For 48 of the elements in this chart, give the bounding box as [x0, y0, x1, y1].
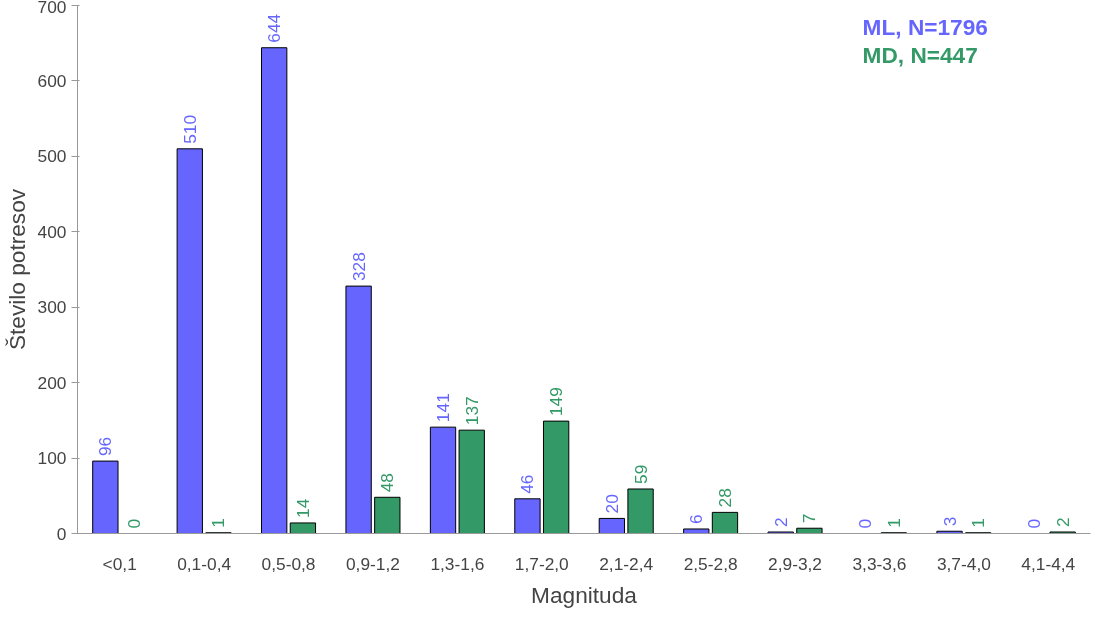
data-label: 0: [855, 518, 876, 529]
data-label: 0: [124, 518, 145, 529]
y-tick-label: 500: [37, 146, 67, 167]
x-tick-label: <0,1: [102, 553, 137, 574]
x-tick-label: 3,3-3,6: [852, 553, 907, 574]
x-tick-label: 1,3-1,6: [430, 553, 485, 574]
data-label: 328: [348, 252, 369, 282]
data-label: 2: [770, 517, 791, 527]
data-label: 6: [686, 514, 707, 524]
y-tick-label: 300: [37, 297, 67, 318]
data-label: 137: [461, 396, 482, 426]
x-tick-label: 2,5-2,8: [683, 553, 738, 574]
y-tick-label: 700: [37, 0, 67, 17]
text: MD, N=447: [862, 41, 978, 68]
x-axis-title: Magnituda: [531, 581, 638, 608]
data-label: 0: [1023, 518, 1044, 529]
x-tick-label: 0,5-0,8: [261, 553, 316, 574]
y-axis-title: Število potresov: [3, 188, 30, 351]
y-tick-label: 400: [37, 221, 67, 242]
data-label: 2: [1052, 517, 1073, 527]
data-label: 149: [546, 387, 567, 417]
data-label: 96: [95, 436, 116, 457]
data-label: 1: [968, 518, 989, 528]
x-tick-label: 1,7-2,0: [514, 553, 569, 574]
y-tick-label: 600: [37, 70, 67, 91]
data-label: 14: [292, 498, 313, 518]
y-tick-label: 200: [37, 372, 67, 393]
data-label: 48: [377, 473, 398, 493]
x-tick-label: 2,9-3,2: [768, 553, 823, 574]
y-tick-label: 100: [37, 448, 67, 469]
x-tick-label: 0,1-0,4: [177, 553, 232, 574]
data-label: 20: [601, 494, 622, 514]
data-label: 644: [264, 13, 285, 43]
data-label: 46: [517, 474, 538, 494]
data-label: 28: [714, 488, 735, 508]
x-tick-label: 2,1-2,4: [599, 553, 654, 574]
x-tick-label: 3,7-4,0: [936, 553, 991, 574]
y-tick-label: 0: [56, 523, 67, 544]
text: ML, N=1796: [862, 13, 988, 40]
x-tick-label: 4,1-4,4: [1021, 553, 1076, 574]
data-label: 3: [939, 516, 960, 527]
x-tick-label: 0,9-1,2: [345, 553, 400, 574]
data-label: 1: [883, 518, 904, 528]
data-label: 1: [208, 518, 229, 528]
data-label: 7: [799, 513, 820, 524]
data-label: 59: [630, 464, 651, 484]
data-label: 510: [179, 114, 200, 144]
data-label: 141: [433, 393, 454, 423]
